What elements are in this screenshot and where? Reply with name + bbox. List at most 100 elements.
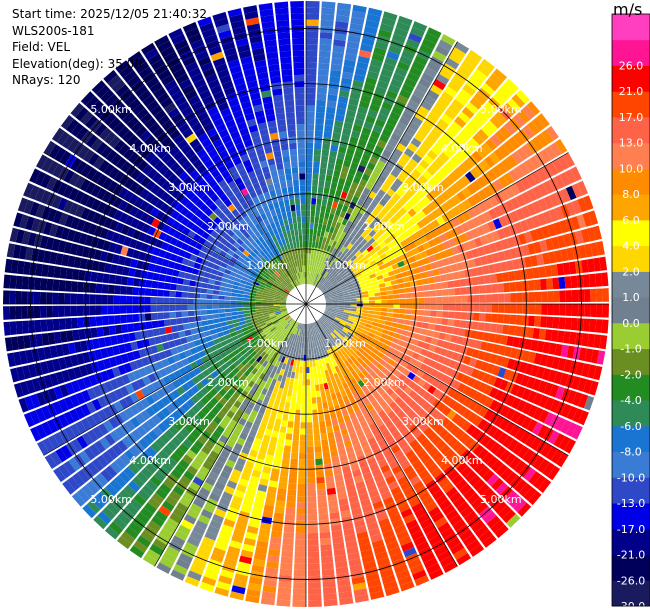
velocity-gate — [363, 121, 374, 130]
velocity-gate — [119, 65, 134, 79]
velocity-gate — [556, 452, 569, 468]
velocity-gate — [102, 326, 110, 336]
velocity-gate — [257, 286, 265, 291]
velocity-gate — [170, 452, 182, 463]
velocity-gate — [91, 198, 101, 211]
velocity-gate — [346, 243, 353, 250]
velocity-gate — [321, 568, 335, 576]
velocity-gate — [233, 241, 241, 249]
velocity-gate — [287, 489, 297, 496]
velocity-gate — [246, 525, 259, 535]
velocity-gate — [192, 414, 203, 424]
velocity-gate — [361, 287, 368, 292]
velocity-gate — [257, 252, 264, 260]
velocity-gate — [176, 284, 183, 291]
velocity-gate — [251, 469, 261, 478]
velocity-gate — [36, 392, 47, 406]
velocity-gate — [318, 69, 329, 76]
velocity-gate — [315, 273, 319, 280]
velocity-gate — [325, 305, 333, 307]
velocity-gate — [473, 257, 482, 267]
velocity-gate — [332, 462, 341, 470]
velocity-gate — [327, 275, 333, 281]
velocity-gate — [325, 307, 332, 310]
velocity-gate — [521, 205, 531, 219]
velocity-gate — [426, 270, 434, 278]
velocity-gate — [124, 257, 132, 267]
velocity-gate — [581, 333, 589, 347]
velocity-gate — [242, 499, 254, 508]
velocity-gate — [212, 430, 222, 440]
velocity-gate — [306, 37, 318, 45]
velocity-gate — [252, 281, 260, 286]
velocity-gate — [473, 92, 487, 105]
velocity-gate — [319, 364, 324, 372]
velocity-gate — [273, 424, 281, 432]
velocity-gate — [142, 554, 158, 567]
velocity-gate — [344, 53, 357, 62]
velocity-gate — [223, 557, 238, 567]
velocity-gate — [497, 367, 507, 379]
velocity-gate — [419, 159, 430, 170]
velocity-gate — [326, 342, 332, 350]
velocity-gate — [465, 424, 477, 436]
velocity-gate — [461, 420, 472, 432]
velocity-gate — [263, 460, 273, 468]
velocity-gate — [330, 324, 336, 330]
velocity-gate — [231, 375, 240, 383]
velocity-gate — [311, 185, 318, 193]
velocity-gate — [411, 247, 420, 255]
velocity-gate — [442, 289, 449, 296]
velocity-gate — [276, 324, 282, 330]
velocity-gate — [377, 438, 387, 448]
velocity-gate — [333, 170, 341, 178]
velocity-gate — [58, 464, 71, 479]
velocity-gate — [389, 401, 398, 410]
velocity-gate — [516, 292, 523, 303]
velocity-gate — [193, 293, 201, 299]
velocity-gate — [356, 298, 363, 301]
velocity-gate — [306, 111, 315, 119]
velocity-gate — [596, 241, 605, 256]
velocity-gate — [184, 576, 200, 587]
velocity-gate — [344, 324, 352, 330]
velocity-gate — [324, 212, 330, 220]
velocity-gate — [218, 179, 228, 189]
velocity-gate — [497, 228, 506, 240]
velocity-gate — [401, 193, 411, 203]
velocity-gate — [387, 138, 398, 148]
velocity-gate — [404, 287, 412, 293]
velocity-gate — [282, 292, 289, 296]
velocity-gate — [531, 171, 543, 185]
velocity-gate — [403, 377, 412, 386]
velocity-gate — [55, 371, 65, 385]
velocity-gate — [379, 347, 388, 355]
velocity-gate — [327, 381, 334, 389]
velocity-gate — [263, 504, 274, 513]
velocity-gate — [335, 480, 345, 488]
velocity-gate — [350, 264, 357, 271]
velocity-gate — [472, 415, 483, 427]
velocity-gate — [175, 213, 185, 223]
velocity-gate — [359, 132, 370, 142]
velocity-gate — [381, 392, 390, 401]
velocity-gate — [99, 437, 111, 450]
velocity-gate — [403, 244, 412, 253]
velocity-gate — [423, 154, 434, 165]
velocity-gate — [100, 89, 115, 103]
velocity-gate — [353, 319, 361, 324]
velocity-gate — [234, 277, 242, 283]
velocity-gate — [454, 344, 462, 353]
velocity-gate — [96, 326, 104, 337]
velocity-gate — [149, 543, 164, 556]
velocity-gate — [370, 533, 383, 543]
velocity-gate — [209, 273, 217, 280]
velocity-gate — [332, 305, 339, 308]
velocity-gate — [427, 149, 438, 161]
velocity-gate — [86, 462, 100, 476]
velocity-gate — [347, 331, 354, 338]
velocity-gate — [463, 355, 472, 366]
velocity-gate — [449, 425, 461, 436]
velocity-gate — [272, 320, 279, 325]
velocity-gate — [191, 268, 199, 275]
